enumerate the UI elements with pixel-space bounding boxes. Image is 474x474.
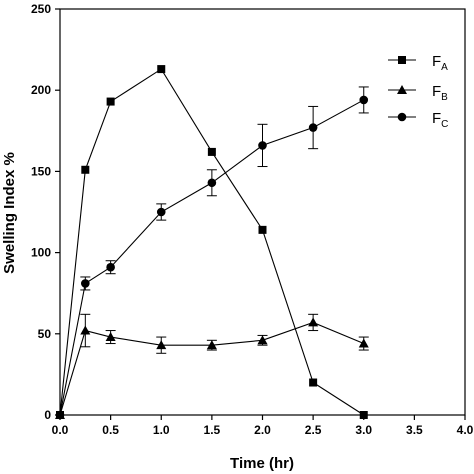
data-point xyxy=(55,410,65,420)
x-tick-label: 0.5 xyxy=(102,423,119,437)
data-point xyxy=(156,340,167,350)
series-line xyxy=(59,68,365,416)
data-point xyxy=(359,95,369,105)
legend-label: FC xyxy=(432,110,448,130)
series-group xyxy=(55,65,369,420)
data-point xyxy=(81,165,90,174)
x-tick-label: 4.0 xyxy=(457,423,474,437)
data-point xyxy=(309,378,318,387)
data-point xyxy=(105,332,116,342)
legend-item-fa: FA xyxy=(388,53,448,73)
series-fc xyxy=(55,86,369,420)
data-point xyxy=(257,335,268,345)
data-point xyxy=(207,178,217,188)
data-point xyxy=(106,97,115,106)
y-tick-label: 150 xyxy=(31,164,51,178)
legend-marker xyxy=(397,85,407,94)
x-tick-label: 3.0 xyxy=(355,423,372,437)
legend-marker xyxy=(397,112,407,122)
y-tick-label: 100 xyxy=(31,246,51,260)
x-tick-label: 1.5 xyxy=(204,423,221,437)
data-point xyxy=(359,411,368,419)
x-tick-label: 2.0 xyxy=(254,423,271,437)
data-point xyxy=(106,262,115,272)
x-tick-label: 0.0 xyxy=(52,423,69,437)
y-tick-label: 50 xyxy=(38,327,52,341)
x-tick-label: 2.5 xyxy=(305,423,322,437)
legend-item-fc: FC xyxy=(388,110,448,130)
y-tick-label: 200 xyxy=(31,83,51,97)
data-point xyxy=(258,225,267,234)
data-point xyxy=(207,147,216,156)
data-point xyxy=(308,317,319,327)
series-fb xyxy=(55,313,369,419)
series-line xyxy=(59,99,365,416)
data-point xyxy=(206,340,217,350)
axes: 0.0 0.5 1.0 1.5 2.0 2.5 3.0 3.5 4.0 0 50 100 150 200 2… xyxy=(31,2,474,437)
x-tick-label: 1.0 xyxy=(153,423,170,437)
data-point xyxy=(157,65,166,74)
data-point xyxy=(156,207,166,217)
data-point xyxy=(258,141,267,150)
series-line xyxy=(59,321,364,416)
series-fa xyxy=(56,65,368,419)
legend-marker xyxy=(398,56,406,64)
plot-frame xyxy=(59,8,466,416)
legend: FA FB FC xyxy=(388,53,448,130)
y-tick-label: 250 xyxy=(31,2,51,16)
data-point xyxy=(358,338,369,348)
x-tick-label: 3.5 xyxy=(406,423,423,437)
legend-label: FB xyxy=(432,83,448,103)
x-axis-label: Time (hr) xyxy=(230,455,294,472)
legend-item-fb: FB xyxy=(388,83,448,103)
data-point xyxy=(80,325,91,335)
y-tick-label: 0 xyxy=(44,408,51,422)
data-point xyxy=(81,279,90,288)
data-point xyxy=(308,123,318,132)
legend-label: FA xyxy=(432,53,448,73)
y-axis-label: Swelling Index % xyxy=(1,152,18,274)
